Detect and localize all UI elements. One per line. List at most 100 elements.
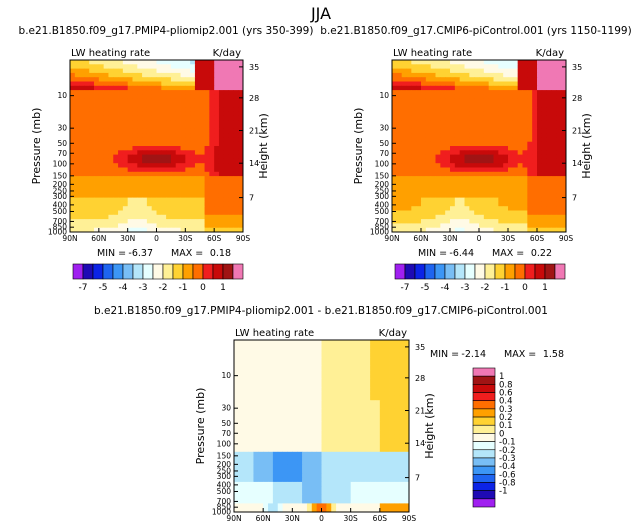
heatmap-cell [445,171,451,177]
heatmap-cell [365,490,371,496]
heatmap-cell [223,124,229,130]
heatmap-cell [84,72,90,78]
heatmap-cell [355,370,361,375]
heatmap-cell [396,227,403,233]
heatmap-cell [483,85,490,91]
heatmap-cell [435,77,441,82]
heatmap-cell [430,90,436,95]
heatmap-cell [365,374,371,380]
heatmap-cell [404,408,410,414]
heatmap-cell [508,115,514,121]
heatmap-cell [194,210,201,216]
heatmap-cell [258,361,264,367]
colorbar-label: -0.2 [499,446,516,456]
heatmap-cell [370,391,376,397]
heatmap-cell [399,387,405,392]
heatmap-cell [233,227,239,233]
heatmap-cell [435,81,441,87]
heatmap-cell [425,77,432,82]
heatmap-cell [170,206,177,211]
heatmap-cell [517,124,523,130]
heatmap-cell [394,365,400,371]
heatmap-cell [379,490,386,496]
heatmap-cell [223,141,229,147]
heatmap-cell [234,451,240,457]
heatmap-cell [70,176,76,181]
heatmap-cell [209,137,215,143]
heatmap-cell [360,434,366,440]
heatmap-cell [340,408,347,414]
colorbar-label: 0.4 [499,397,513,407]
x-tick-label: 90S [402,514,417,523]
heatmap-cell [340,499,347,504]
heatmap-cell [401,210,407,216]
max-label: MAX = [504,349,536,360]
heatmap-cell [108,154,114,160]
heatmap-cell [137,115,143,121]
heatmap-cell [532,193,538,198]
heatmap-cell [297,383,303,388]
heatmap-cell [350,434,356,440]
heatmap-cell [306,451,313,457]
heatmap-cell [132,141,138,147]
heatmap-cell [234,507,240,513]
heatmap-cell [527,68,533,74]
heatmap-cell [561,68,567,74]
heatmap-cell [70,128,76,134]
heatmap-cell [297,404,303,410]
heatmap-cell [508,158,514,164]
heatmap-cell [336,473,342,478]
heatmap-cell [430,124,436,130]
heatmap-cell [272,456,279,461]
heatmap-cell [253,348,259,354]
heatmap-cell [316,370,322,375]
heatmap-cell [253,400,259,405]
heatmap-cell [336,477,342,483]
heatmap-cell [321,408,327,414]
heatmap-cell [180,214,186,220]
heatmap-cell [238,158,244,164]
heatmap-cell [326,374,332,380]
heatmap-cell [243,361,249,367]
heatmap-cell [98,128,105,134]
heatmap-cell [70,94,76,100]
heatmap-cell [556,227,562,233]
heatmap-cell [297,387,303,392]
heatmap-cell [406,210,412,216]
heatmap-cell [384,404,390,410]
heatmap-cell [551,137,557,143]
heatmap-cell [404,413,410,418]
heatmap-cell [118,141,124,147]
heatmap-cell [243,365,249,371]
heatmap-cell [127,94,133,100]
heatmap-cell [142,154,148,160]
heatmap-cell [336,348,342,354]
heatmap-cell [326,434,332,440]
colorbar-label: -1 [501,283,510,293]
heatmap-cell [392,68,398,74]
colorbar-swatch [232,263,244,280]
heatmap-cell [345,464,352,470]
y-tick-label: 500 [217,487,232,496]
heatmap-cell [561,206,567,211]
heatmap-cell [306,400,313,405]
heatmap-cell [421,167,427,173]
heatmap-cell [161,60,167,65]
heatmap-cell [199,90,205,95]
heatmap-cell [392,146,398,151]
heatmap-cell [483,197,490,203]
heatmap-cell [474,219,480,224]
heatmap-cell [272,434,279,440]
heatmap-cell [238,387,245,392]
heatmap-cell [263,400,269,405]
heatmap-cell [474,180,480,186]
heatmap-cell [89,98,95,104]
heatmap-cell [84,193,90,198]
heatmap-cell [561,90,567,95]
heatmap-cell [479,81,485,87]
heatmap-cell [421,115,427,121]
heatmap-cell [151,111,157,117]
heatmap-cell [474,85,480,91]
heatmap-cell [223,180,229,186]
heatmap-cell [394,391,400,397]
